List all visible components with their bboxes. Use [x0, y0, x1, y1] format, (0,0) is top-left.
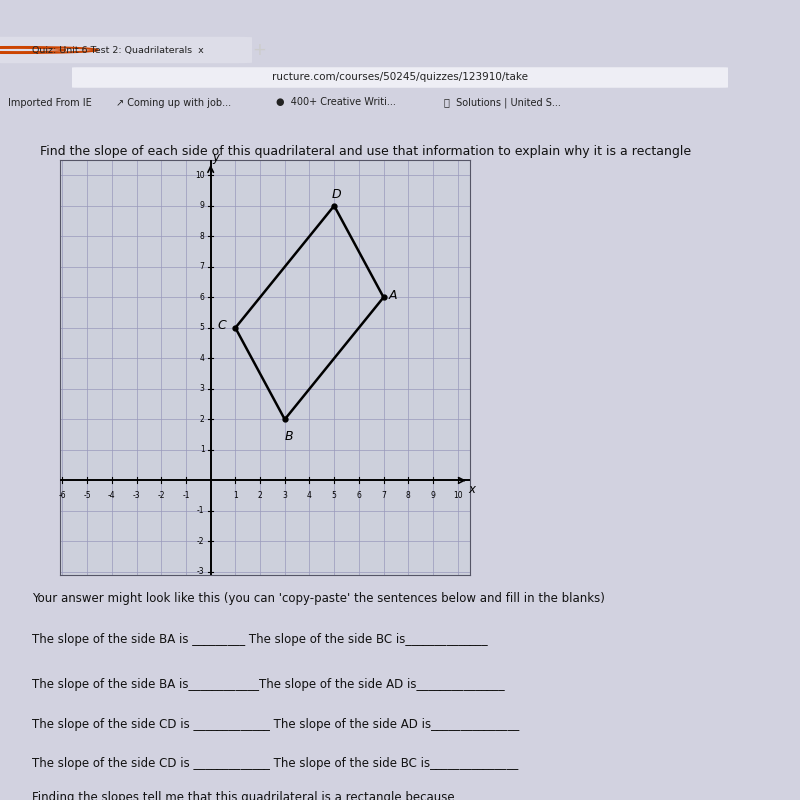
Text: 9: 9: [430, 491, 435, 500]
Text: Quiz: Unit 6 Test 2: Quadrilaterals  x: Quiz: Unit 6 Test 2: Quadrilaterals x: [32, 46, 204, 54]
Text: 4: 4: [200, 354, 205, 363]
Text: The slope of the side BA is____________The slope of the side AD is______________: The slope of the side BA is____________T…: [32, 678, 505, 691]
Text: Find the slope of each side of this quadrilateral and use that information to ex: Find the slope of each side of this quad…: [40, 145, 691, 158]
Text: B: B: [285, 430, 294, 442]
Text: 4: 4: [307, 491, 312, 500]
Text: -1: -1: [182, 491, 190, 500]
Text: y: y: [213, 150, 219, 164]
Text: 7: 7: [200, 262, 205, 271]
Text: Imported From IE: Imported From IE: [8, 98, 92, 107]
Text: 10: 10: [453, 491, 462, 500]
Text: 6: 6: [357, 491, 362, 500]
FancyBboxPatch shape: [72, 67, 728, 88]
Text: -4: -4: [108, 491, 116, 500]
Text: 1: 1: [200, 446, 205, 454]
Text: 5: 5: [200, 323, 205, 332]
Text: Finding the slopes tell me that this quadrilateral is a rectangle because_______: Finding the slopes tell me that this qua…: [32, 791, 637, 800]
Text: Your answer might look like this (you can 'copy-paste' the sentences below and f: Your answer might look like this (you ca…: [32, 592, 605, 605]
Text: -6: -6: [58, 491, 66, 500]
Text: C: C: [218, 319, 226, 332]
Text: 2: 2: [200, 415, 205, 424]
Text: ●  400+ Creative Writi...: ● 400+ Creative Writi...: [276, 98, 396, 107]
Text: The slope of the side BA is _________ The slope of the side BC is______________: The slope of the side BA is _________ Th…: [32, 633, 488, 646]
Text: 10: 10: [195, 170, 205, 180]
Text: 7: 7: [381, 491, 386, 500]
Text: Ⓝ  Solutions | United S...: Ⓝ Solutions | United S...: [444, 98, 561, 108]
FancyBboxPatch shape: [0, 37, 252, 63]
Text: 3: 3: [200, 384, 205, 394]
Text: The slope of the side CD is _____________ The slope of the side BC is___________: The slope of the side CD is ____________…: [32, 757, 518, 770]
Text: -3: -3: [133, 491, 140, 500]
Text: x: x: [468, 483, 475, 496]
Text: ↗ Coming up with job...: ↗ Coming up with job...: [116, 98, 231, 107]
Text: 1: 1: [233, 491, 238, 500]
Text: -3: -3: [197, 567, 205, 577]
Text: 2: 2: [258, 491, 262, 500]
Text: 5: 5: [332, 491, 337, 500]
Text: ructure.com/courses/50245/quizzes/123910/take: ructure.com/courses/50245/quizzes/123910…: [272, 73, 528, 82]
Text: 3: 3: [282, 491, 287, 500]
Text: A: A: [389, 290, 397, 302]
Text: -2: -2: [197, 537, 205, 546]
Text: -1: -1: [197, 506, 205, 515]
Text: D: D: [331, 188, 341, 201]
Text: -5: -5: [83, 491, 91, 500]
Text: 9: 9: [200, 202, 205, 210]
Text: 8: 8: [200, 232, 205, 241]
Text: 8: 8: [406, 491, 410, 500]
Text: The slope of the side CD is _____________ The slope of the side AD is___________: The slope of the side CD is ____________…: [32, 718, 519, 730]
Text: 6: 6: [200, 293, 205, 302]
Text: -2: -2: [158, 491, 165, 500]
Text: +: +: [252, 41, 266, 59]
